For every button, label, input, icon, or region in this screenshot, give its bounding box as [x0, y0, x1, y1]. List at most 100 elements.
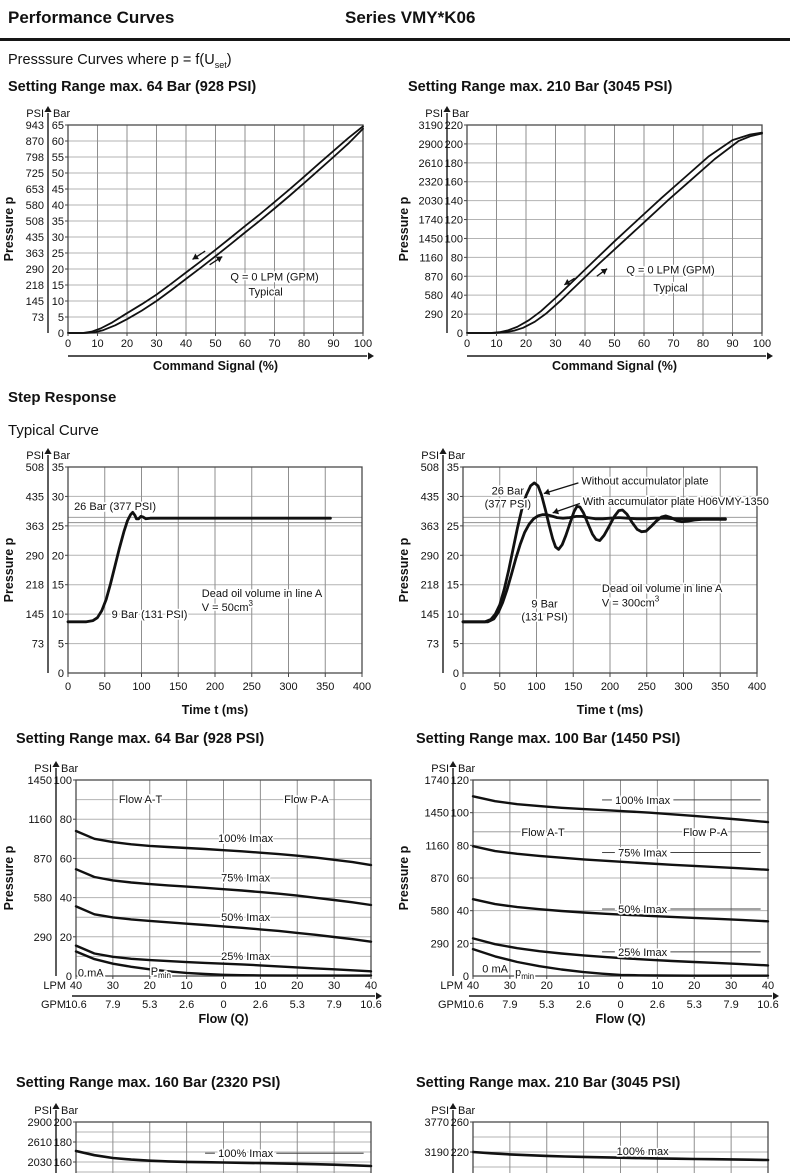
annotations: Q = 0 LPM (GPM) Typical — [563, 263, 716, 296]
ytick-psi: 363 — [26, 248, 44, 260]
ytick-psi: 290 — [34, 932, 52, 944]
annotation-label: 0 mA — [78, 967, 104, 979]
chart-step-response-300cm3: Without accumulator plate With accumulato… — [397, 448, 771, 717]
ytick-bar: 140 — [445, 196, 463, 208]
gridlines — [68, 467, 362, 673]
y-unit-bar: Bar — [458, 1105, 475, 1117]
ytick-bar: 120 — [445, 215, 463, 227]
x-row-header-lpm: LPM — [440, 980, 463, 992]
xtick: 50 — [209, 338, 221, 350]
caption-subscript: set — [214, 59, 227, 70]
xtick-gpm: 2.6 — [650, 999, 665, 1011]
xtick: 60 — [638, 338, 650, 350]
ytick-psi: 435 — [26, 232, 44, 244]
x-axis-title: Time t (ms) — [577, 703, 643, 717]
xtick-gpm: 5.3 — [142, 999, 157, 1011]
xtick: 10 — [91, 338, 103, 350]
ytick-bar: 160 — [445, 177, 463, 189]
xtick: 150 — [564, 681, 582, 693]
plot-border — [472, 1121, 769, 1173]
xtick-gpm: 0 — [220, 999, 226, 1011]
ytick-bar: 30 — [52, 491, 64, 503]
xtick-lpm: 0 — [617, 980, 623, 992]
ytick-bar: 20 — [447, 550, 459, 562]
ytick-bar: 20 — [60, 932, 72, 944]
annotation-label: 100% Imax — [615, 795, 671, 807]
xtick: 400 — [748, 681, 766, 693]
y-unit-bar: Bar — [61, 763, 78, 775]
caption-suffix: ) — [226, 52, 232, 68]
curve-pressure-rising — [466, 132, 763, 334]
ytick-psi: 580 — [431, 906, 449, 918]
ytick-bar: 35 — [52, 216, 64, 228]
ytick-psi: 2900 — [28, 1117, 52, 1129]
annotation-label: 100% max — [617, 1146, 669, 1158]
chart-title-flow-210bar: Setting Range max. 210 Bar (3045 PSI) — [416, 1075, 681, 1091]
annotation-label: Q = 0 LPM (GPM) — [230, 272, 318, 284]
y-axis-title: Pressure p — [2, 196, 16, 261]
ytick-bar: 200 — [445, 139, 463, 151]
ytick-bar: 5 — [58, 312, 64, 324]
xtick-lpm: 30 — [328, 980, 340, 992]
xtick-lpm: 20 — [688, 980, 700, 992]
xtick: 400 — [353, 681, 371, 693]
ytick-psi: 870 — [26, 136, 44, 148]
ytick-psi: 870 — [425, 271, 443, 283]
xtick: 20 — [121, 338, 133, 350]
ytick-bar: 5 — [453, 639, 459, 651]
annotation-label: 50% Imax — [221, 912, 270, 924]
page-title: Performance Curves — [8, 8, 175, 27]
ytick-bar: 30 — [52, 232, 64, 244]
ytick-psi: 218 — [421, 580, 439, 592]
ytick-zero: 0 — [463, 971, 469, 983]
curve-pressure-rising — [67, 127, 364, 334]
ytick-psi: 73 — [32, 312, 44, 324]
curves — [74, 829, 373, 977]
annotation-label: Flow A-T — [119, 794, 163, 806]
ytick-bar: 220 — [445, 120, 463, 132]
x-axis-title: Time t (ms) — [182, 703, 248, 717]
ytick-psi: 2900 — [419, 139, 443, 151]
xtick-gpm: 10.6 — [360, 999, 381, 1011]
y-axis-title: Pressure p — [2, 845, 16, 910]
curves — [471, 1150, 770, 1162]
y-axis-title: Pressure p — [2, 537, 16, 602]
axes: PSIBar2900200261018020301600Pressure p40… — [28, 1103, 78, 1173]
ytick-psi: 870 — [34, 853, 52, 865]
chart-title-flow-160bar: Setting Range max. 160 Bar (2320 PSI) — [16, 1075, 281, 1091]
ytick-bar: 40 — [451, 290, 463, 302]
ytick-psi: 363 — [421, 521, 439, 533]
ytick-bar: 35 — [447, 462, 459, 474]
y-unit-bar: Bar — [448, 450, 465, 462]
xtick-gpm: 5.3 — [687, 999, 702, 1011]
xtick-gpm: 0 — [617, 999, 623, 1011]
y-axis-title: Pressure p — [397, 845, 411, 910]
curve-0-ma-pmin- — [74, 950, 373, 977]
annotations: 100% Imax Flow A-T Flow P-A 75% Imax 50% Ima… — [481, 793, 761, 982]
xtick: 50 — [608, 338, 620, 350]
xtick-gpm: 10.6 — [462, 999, 483, 1011]
annotation-label: 75% Imax — [221, 873, 270, 885]
ytick-bar: 40 — [52, 200, 64, 212]
annotation-label: 50% Imax — [618, 904, 667, 916]
annotation-label: 9 Bar (131 PSI) — [112, 609, 188, 621]
curve-with-accumulator-plate-h06vmy-1350 — [461, 513, 727, 624]
ytick-bar: 60 — [60, 853, 72, 865]
curves — [67, 125, 364, 334]
y-unit-psi: PSI — [425, 108, 443, 120]
xtick: 10 — [490, 338, 502, 350]
ytick-psi: 1450 — [425, 808, 449, 820]
y-axis-title: Pressure p — [397, 196, 411, 261]
ytick-bar: 160 — [54, 1157, 72, 1169]
chart-title-signal-64bar: Setting Range max. 64 Bar (928 PSI) — [8, 79, 257, 95]
xtick: 0 — [65, 338, 71, 350]
ytick-bar: 55 — [52, 152, 64, 164]
curve-without-accumulator-plate — [461, 481, 727, 624]
xtick: 40 — [579, 338, 591, 350]
xtick-lpm: 20 — [541, 980, 553, 992]
chart-pressure-vs-flow-160bar: 100% ImaxPSIBar2900200261018020301600Pre… — [28, 1103, 373, 1173]
ytick-psi: 943 — [26, 120, 44, 132]
ytick-psi: 290 — [421, 550, 439, 562]
